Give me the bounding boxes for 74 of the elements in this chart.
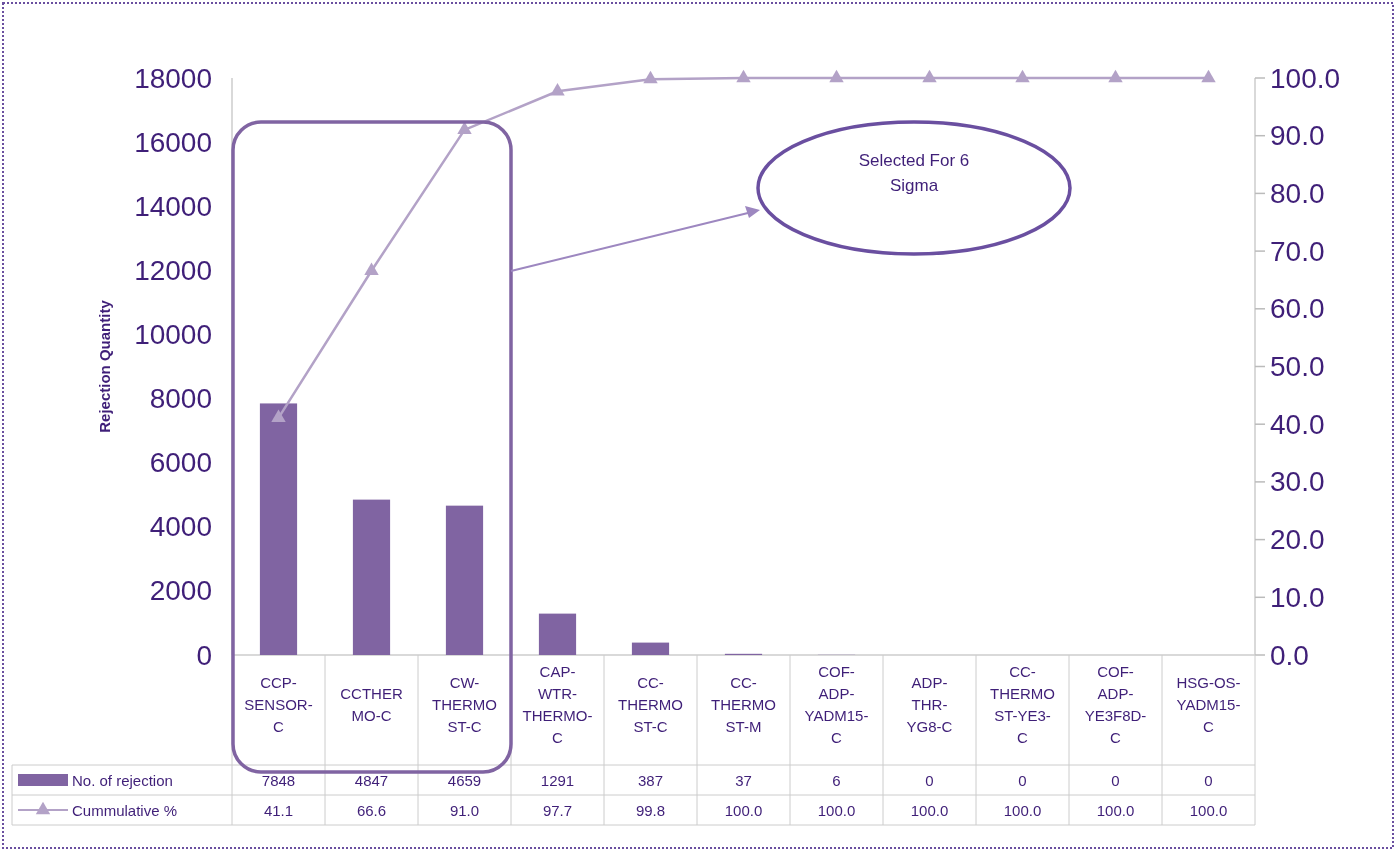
x-tick-label: CC-THERMOST-C — [618, 674, 683, 735]
y2-tick-label: 100.0 — [1270, 62, 1341, 94]
data-label: 37 — [735, 771, 752, 789]
y-tick-label: 16000 — [134, 126, 212, 158]
data-label: 100.0 — [724, 801, 763, 819]
point — [364, 262, 379, 275]
y2-tick-label: 40.0 — [1270, 408, 1325, 440]
x-tick-label: HSG-OS-YADM15-C — [1176, 674, 1241, 735]
y2-tick-label: 70.0 — [1270, 235, 1325, 267]
x-tick-label: ADP-THR-YG8-C — [906, 674, 953, 735]
point — [271, 409, 286, 423]
x-tick-label: COF-ADP-YE3F8D-C — [1084, 663, 1147, 746]
y-tick-label: 6000 — [149, 447, 212, 479]
data-label: 100.0 — [1189, 801, 1228, 819]
y2-tick-label: 0.0 — [1270, 639, 1309, 671]
data-label: 100.0 — [1003, 801, 1042, 819]
data-label: 91.0 — [449, 801, 480, 819]
legend-label: Cummulative % — [72, 801, 178, 819]
point — [829, 69, 844, 83]
data-label: 99.8 — [635, 801, 666, 819]
point — [736, 69, 751, 83]
point — [1201, 69, 1216, 83]
y2-tick-label: 90.0 — [1270, 120, 1325, 152]
y-tick-label: 14000 — [134, 190, 212, 222]
bar — [352, 499, 391, 655]
y2-tick-label: 50.0 — [1270, 351, 1325, 382]
data-label: 100.0 — [1096, 801, 1135, 819]
y2-tick-label: 30.0 — [1270, 466, 1325, 498]
x-tick-label: CC-THERMOST-M — [711, 674, 776, 735]
data-label: 1291 — [540, 771, 575, 789]
y2-tick-label: 60.0 — [1270, 293, 1325, 325]
point — [1015, 69, 1030, 83]
data-label: 6 — [832, 771, 841, 789]
data-label: 100.0 — [817, 801, 856, 819]
x-tick-label: CAP-WTR-THERMO-C — [522, 663, 593, 746]
data-label: 4659 — [447, 771, 482, 789]
bar — [445, 505, 484, 655]
point — [550, 82, 565, 96]
y2-tick-label: 10.0 — [1270, 581, 1325, 613]
data-label: 97.7 — [542, 801, 573, 819]
y-tick-label: 0 — [196, 639, 212, 671]
data-label: 0 — [1018, 771, 1027, 789]
y-axis-title: Rejection Quantity — [96, 299, 113, 433]
point — [457, 121, 472, 135]
legend-label: No. of rejection — [72, 771, 173, 789]
bar — [631, 642, 670, 655]
y2-tick-label: 20.0 — [1270, 524, 1325, 556]
bar — [259, 403, 298, 655]
point — [1108, 69, 1123, 83]
data-label: 0 — [1204, 771, 1213, 789]
bar — [538, 613, 577, 655]
y-tick-label: 2000 — [149, 575, 212, 607]
point — [643, 70, 658, 84]
x-tick-label: CCP-SENSOR-C — [244, 674, 313, 735]
data-label: 66.6 — [356, 801, 387, 819]
y-tick-label: 18000 — [134, 62, 212, 94]
y-tick-label: 12000 — [134, 254, 212, 286]
annotation: Selected For 6 Sigma — [858, 151, 970, 195]
x-tick-label: CCTHERMO-C — [340, 685, 403, 724]
point — [922, 69, 937, 83]
x-tick-label: CW-THERMOST-C — [432, 674, 497, 735]
y-tick-label: 10000 — [134, 318, 212, 350]
x-tick-label: CC-THERMOST-YE3-C — [990, 663, 1055, 746]
data-label: 41.1 — [263, 801, 294, 819]
data-label: 0 — [925, 771, 934, 789]
data-label: 100.0 — [910, 801, 949, 819]
data-label: 387 — [637, 771, 664, 789]
data-label: 7848 — [261, 771, 296, 789]
y2-tick-label: 80.0 — [1270, 177, 1325, 209]
y-tick-label: 4000 — [149, 511, 212, 543]
y-tick-label: 8000 — [149, 383, 212, 415]
data-label: 4847 — [354, 771, 389, 789]
x-tick-label: COF-ADP-YADM15-C — [804, 663, 869, 746]
data-label: 0 — [1111, 771, 1120, 789]
